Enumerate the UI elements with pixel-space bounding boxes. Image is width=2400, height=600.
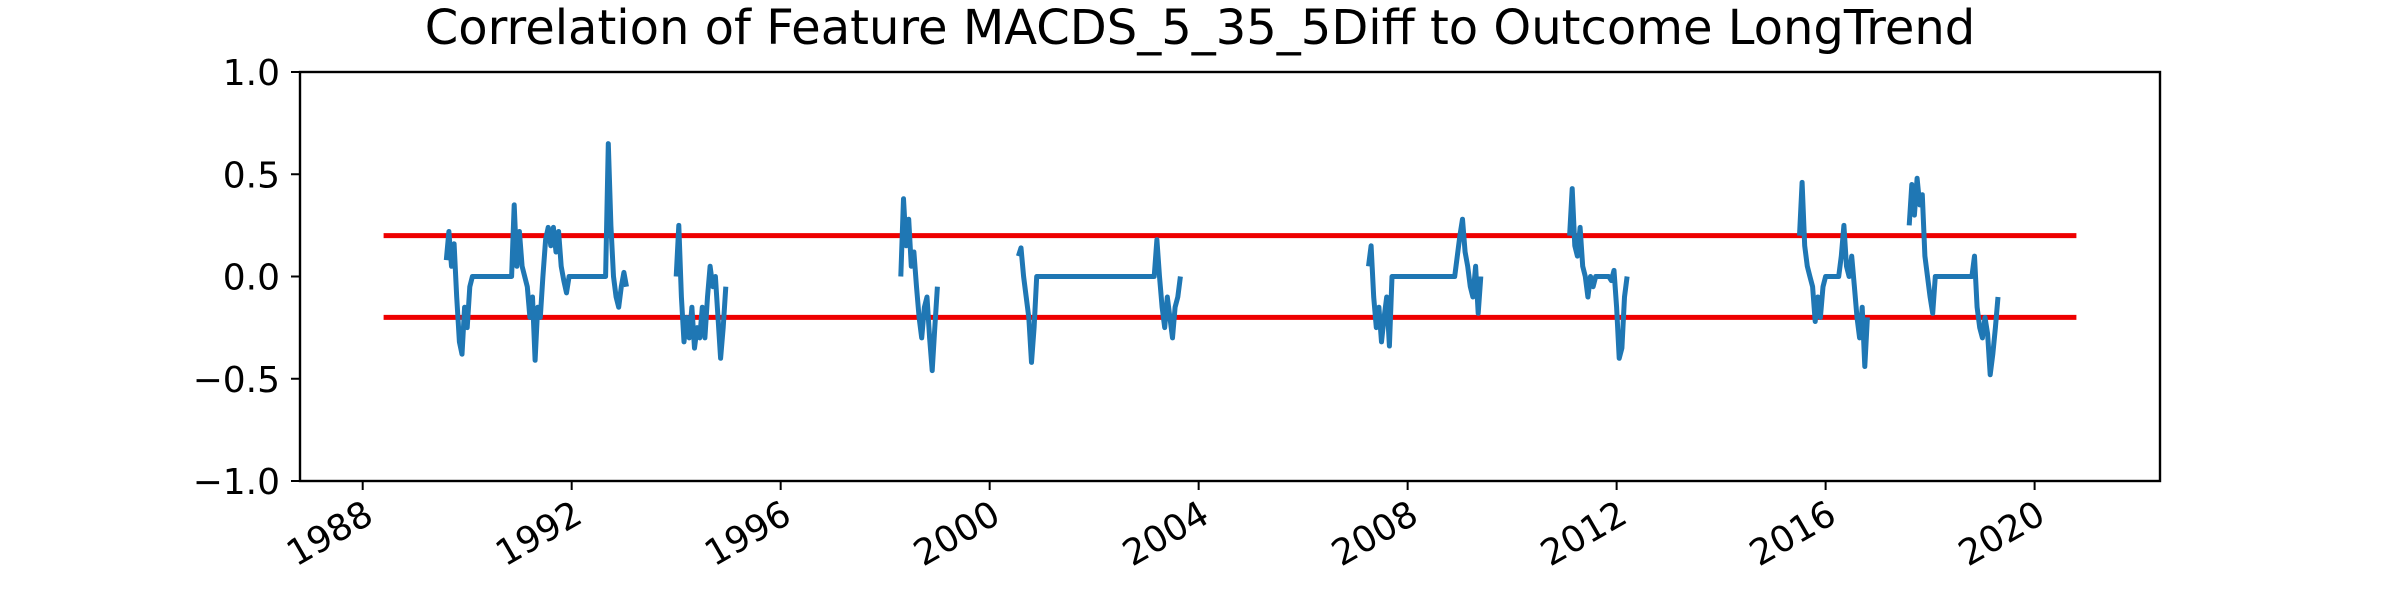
y-tick-label-1: 0.5	[223, 155, 280, 196]
series-segment-6	[1797, 179, 1870, 369]
y-tick-label-2: 0.0	[223, 258, 280, 299]
x-tick-label-2004: 2004	[1116, 493, 1216, 574]
series-segment-0	[443, 141, 629, 363]
series-segment-2	[898, 196, 940, 374]
chart-title: Correlation of Feature MACDS_5_35_5Diff …	[425, 0, 1976, 56]
series-segment-5	[1567, 186, 1630, 361]
x-tick-label-2008: 2008	[1325, 493, 1425, 574]
series-segment-7	[1906, 175, 2001, 378]
y-tick-label-3: −0.5	[193, 360, 280, 401]
x-tick-label-2012: 2012	[1534, 493, 1634, 574]
x-axis: 1988 1992 1996 2000 2004 2008 2012 2016 2020	[280, 481, 2052, 575]
x-tick-label-2020: 2020	[1952, 493, 2052, 574]
y-axis: 1.0 0.5 0.0 −0.5 −1.0	[193, 53, 300, 503]
threshold-lines	[383, 233, 2077, 320]
series-segment-4	[1366, 216, 1484, 349]
series-segment-3	[1016, 237, 1183, 365]
series-line	[443, 141, 2001, 378]
x-tick-label-1988: 1988	[280, 493, 380, 574]
y-tick-label-0: 1.0	[223, 53, 280, 94]
x-tick-label-1996: 1996	[698, 493, 798, 574]
x-tick-label-1992: 1992	[489, 493, 589, 574]
y-tick-label-4: −1.0	[193, 462, 280, 503]
x-tick-label-2016: 2016	[1743, 493, 1843, 574]
x-tick-label-2000: 2000	[907, 493, 1007, 574]
series-segment-1	[673, 222, 729, 361]
